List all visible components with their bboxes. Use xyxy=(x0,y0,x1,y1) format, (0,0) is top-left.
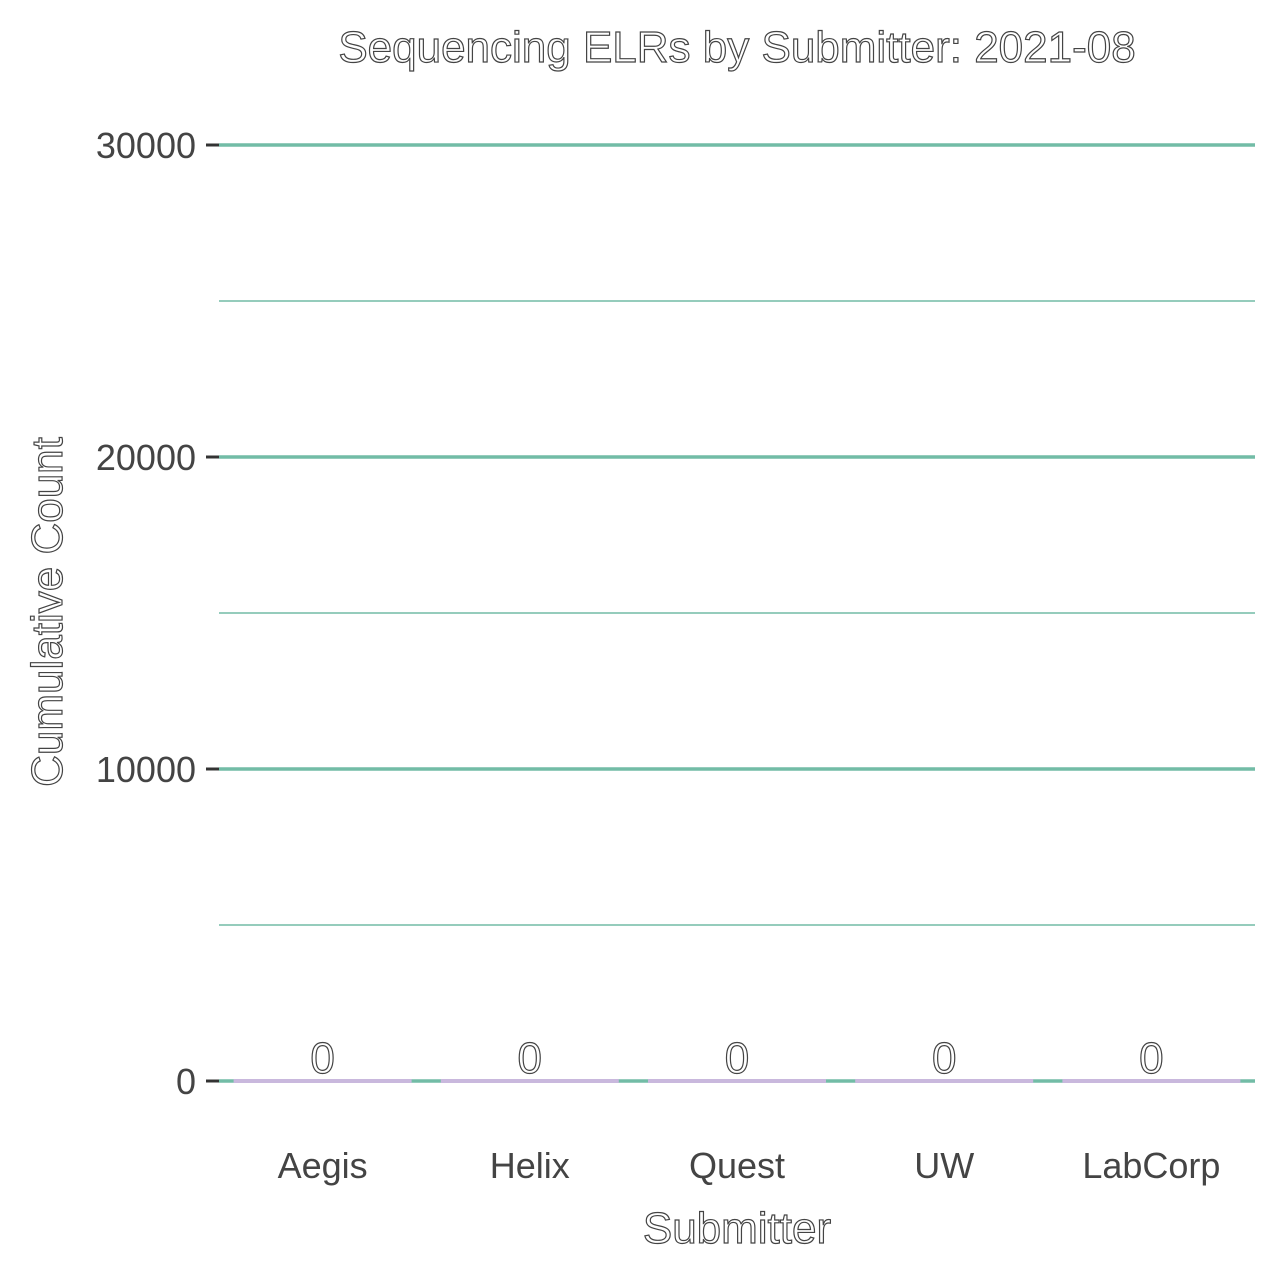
bar-helix xyxy=(440,1079,619,1083)
bar-uw xyxy=(855,1079,1034,1083)
x-tick-label-aegis: Aegis xyxy=(278,1145,368,1186)
y-tick-label: 0 xyxy=(176,1061,196,1102)
x-axis: Aegis Helix Quest UW LabCorp xyxy=(278,1145,1221,1186)
y-tick-label: 10000 xyxy=(96,749,196,790)
y-axis-title: Cumulative Count xyxy=(23,437,72,787)
x-axis-title: Submitter xyxy=(643,1204,831,1253)
bars xyxy=(233,1079,1241,1083)
bar-quest xyxy=(648,1079,826,1083)
y-axis: 0 10000 20000 30000 xyxy=(96,125,219,1102)
data-label-helix: 0 xyxy=(518,1034,542,1083)
gridlines xyxy=(219,143,1255,1083)
chart-title: Sequencing ELRs by Submitter: 2021-08 xyxy=(338,23,1135,72)
x-tick-label-quest: Quest xyxy=(689,1145,785,1186)
bar-labcorp xyxy=(1062,1079,1241,1083)
y-tick-label: 30000 xyxy=(96,125,196,166)
data-label-labcorp: 0 xyxy=(1139,1034,1163,1083)
data-label-quest: 0 xyxy=(725,1034,749,1083)
x-tick-label-labcorp: LabCorp xyxy=(1082,1145,1220,1186)
data-label-aegis: 0 xyxy=(310,1034,334,1083)
data-labels: 0 0 0 0 0 xyxy=(310,1033,1164,1083)
y-tick-label: 20000 xyxy=(96,437,196,478)
data-label-uw: 0 xyxy=(932,1034,956,1083)
x-tick-label-helix: Helix xyxy=(490,1145,570,1186)
x-tick-label-uw: UW xyxy=(914,1145,974,1186)
bar-aegis xyxy=(233,1079,412,1083)
